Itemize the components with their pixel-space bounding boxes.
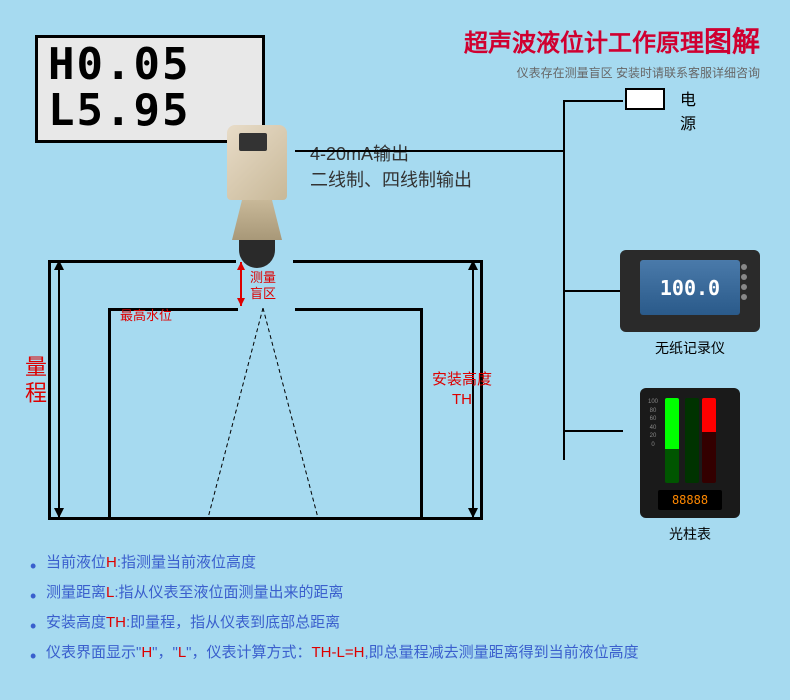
bargraph-device: 100806040200 88888 光柱表 [640,388,740,544]
bargraph-label: 光柱表 [640,524,740,544]
output-line1: 4-20mA输出 [310,140,472,166]
note-3: 安装高度TH:即量程，指从仪表到底部总距离 [30,608,639,638]
power-label: 电源 [680,86,696,134]
th-label: 安装高度 TH [432,370,492,409]
wire-sensor-out [295,150,565,152]
tank-top-left [48,260,236,263]
bargraph-box: 100806040200 88888 [640,388,740,518]
recorder-buttons [734,260,754,304]
title-main: 超声波液位计工作原理图解 [464,20,760,60]
output-label: 4-20mA输出 二线制、四线制输出 [310,140,472,192]
recorder-screen: 100.0 [640,260,740,315]
wire-to-bargraph [563,430,623,432]
sensor-mini-screen [239,133,267,151]
bar-scale: 100806040200 [648,398,658,449]
lcd-line1: H0.05 [48,42,252,88]
wire-to-power [563,100,623,102]
range-label: 量程 [18,355,50,407]
blindzone-label: 测量 盲区 [250,270,276,301]
tank-top-right [293,260,483,263]
note-2: 测量距离L:指从仪表至液位面测量出来的距离 [30,578,639,608]
maxwater-label: 最高水位 [120,305,172,324]
output-line2: 二线制、四线制输出 [310,166,472,192]
power-device: 电源 [625,88,665,117]
notes-list: 当前液位H:指测量当前液位高度 测量距离L:指从仪表至液位面测量出来的距离 安装… [30,548,639,668]
sensor-body [227,125,287,200]
recorder-box: 100.0 [620,250,760,332]
bar-green [665,398,679,483]
wire-to-recorder [563,290,623,292]
sensor-horn [232,200,282,240]
ultrasonic-sensor [215,125,295,255]
ultrasonic-beam [188,308,338,518]
bar-digits: 88888 [658,490,722,510]
note-4: 仪表界面显示"H"，"L"，仪表计算方式：TH-L=H,即总量程减去测量距离得到… [30,638,639,668]
title-block: 超声波液位计工作原理图解 仪表存在测量盲区 安装时请联系客服详细咨询 [464,20,760,81]
title-prefix: 超声波液位计工作原理 [464,30,704,57]
title-sub: 仪表存在测量盲区 安装时请联系客服详细咨询 [464,64,760,81]
note-1: 当前液位H:指测量当前液位高度 [30,548,639,578]
blindzone-arrow [240,262,242,306]
bar-mid [685,398,699,483]
recorder-label: 无纸记录仪 [620,338,760,358]
wire-bus [563,100,565,460]
title-highlight: 图解 [704,26,760,57]
recorder-device: 100.0 无纸记录仪 [620,250,760,358]
bar-red [702,398,716,483]
range-arrow [58,260,60,518]
power-icon [625,88,665,110]
